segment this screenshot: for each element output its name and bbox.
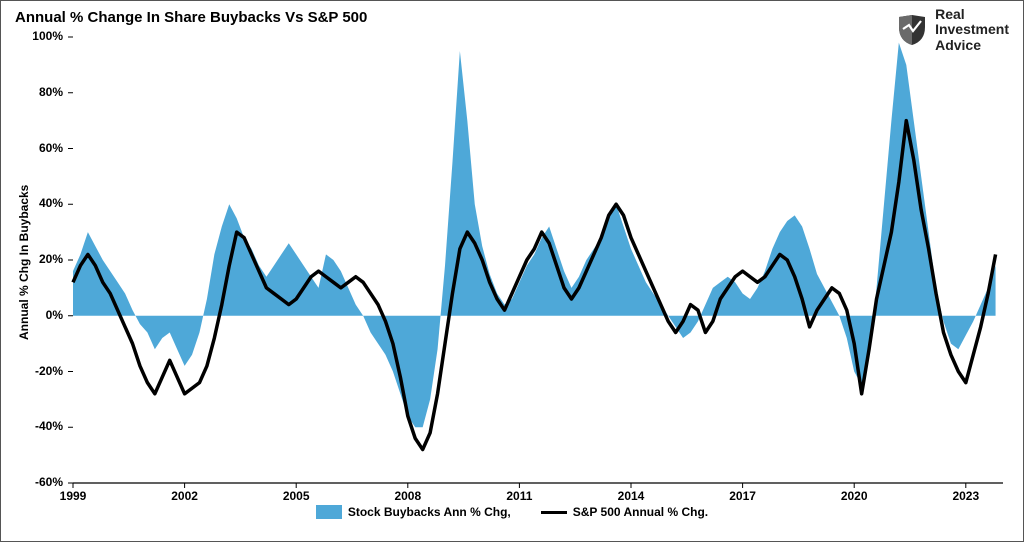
legend-swatch-area-icon <box>316 505 342 519</box>
x-tick-label: 2020 <box>841 489 868 503</box>
legend-label-area: Stock Buybacks Ann % Chg, <box>348 505 511 519</box>
y-tick-label: 80% <box>1 85 63 99</box>
x-tick-label: 2017 <box>729 489 756 503</box>
y-tick-label: 0% <box>1 308 63 322</box>
chart-container: Annual % Change In Share Buybacks Vs S&P… <box>0 0 1024 542</box>
x-tick-label: 2023 <box>952 489 979 503</box>
x-tick-label: 2002 <box>171 489 198 503</box>
y-tick-label: 60% <box>1 141 63 155</box>
y-tick-label: 40% <box>1 196 63 210</box>
y-tick-label: 20% <box>1 252 63 266</box>
chart-title: Annual % Change In Share Buybacks Vs S&P… <box>15 9 367 26</box>
x-tick-label: 2014 <box>618 489 645 503</box>
brand-line-1: Real <box>935 7 1009 22</box>
x-tick-label: 2011 <box>506 489 532 503</box>
legend-item-area: Stock Buybacks Ann % Chg, <box>316 505 511 519</box>
y-tick-label: -60% <box>1 475 63 489</box>
legend-label-line: S&P 500 Annual % Chg. <box>573 505 708 519</box>
brand-line-2: Investment <box>935 22 1009 37</box>
x-tick-label: 1999 <box>60 489 87 503</box>
chart-plot <box>73 37 1003 483</box>
x-tick-label: 2008 <box>394 489 421 503</box>
x-tick-label: 2005 <box>283 489 310 503</box>
legend-item-line: S&P 500 Annual % Chg. <box>541 505 708 519</box>
y-tick-label: 100% <box>1 29 63 43</box>
y-tick-label: -20% <box>1 364 63 378</box>
y-tick-label: -40% <box>1 419 63 433</box>
chart-legend: Stock Buybacks Ann % Chg, S&P 500 Annual… <box>1 505 1023 519</box>
legend-swatch-line-icon <box>541 511 567 514</box>
